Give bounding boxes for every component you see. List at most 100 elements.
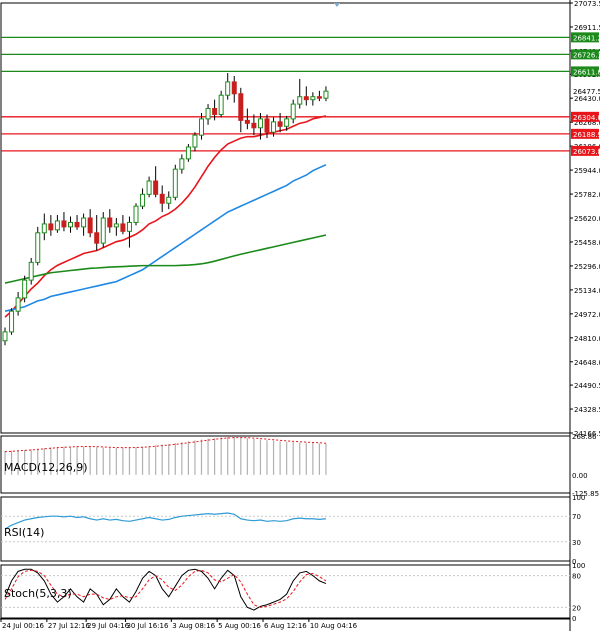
stoch-y-tick: 0 xyxy=(572,615,576,623)
candle-body xyxy=(303,96,309,101)
level-tag-support xyxy=(571,145,599,156)
candle-body xyxy=(264,118,270,133)
macd-y-tick: 0.00 xyxy=(572,472,588,480)
rsi-y-tick: 100 xyxy=(572,494,585,502)
candle-body xyxy=(146,180,152,195)
y-tick-label: 27073.5 xyxy=(574,0,600,8)
candle-body xyxy=(22,279,28,299)
x-tick-label: 30 Jul 16:16 xyxy=(126,622,169,630)
y-tick-label: 24972.0 xyxy=(574,311,600,319)
candle-body xyxy=(159,193,165,204)
candle-body xyxy=(172,168,178,198)
level-tag-support xyxy=(571,128,599,139)
y-tick-label: 24648.0 xyxy=(574,359,600,367)
moving-average-line xyxy=(4,115,327,318)
x-tick-label: 6 Aug 12:16 xyxy=(264,622,307,630)
level-tag-resistance xyxy=(571,66,599,77)
candle-body xyxy=(297,96,303,105)
y-tick-label: 26268.0 xyxy=(574,119,600,127)
level-label: 26073.8 xyxy=(573,148,600,156)
candle-body xyxy=(199,118,204,136)
candle-body xyxy=(277,121,283,127)
candle-body xyxy=(81,217,87,228)
y-tick-label: 25620.0 xyxy=(574,215,600,223)
candle-body xyxy=(244,119,250,124)
candle-body xyxy=(94,232,100,244)
y-tick-label: 24328.5 xyxy=(574,406,600,414)
level-label: 26304.0 xyxy=(573,114,600,122)
pane-frame-main xyxy=(0,2,571,434)
candle-body xyxy=(54,220,60,231)
candle-body xyxy=(133,205,139,223)
candle-body xyxy=(2,331,8,342)
candle-body xyxy=(28,261,34,281)
candle-body xyxy=(68,221,73,228)
candle-body xyxy=(212,108,218,115)
candle-body xyxy=(113,223,119,228)
pane-frame-stoch xyxy=(0,564,571,619)
candle-body xyxy=(166,196,172,204)
candle-body xyxy=(257,118,263,129)
candle-body xyxy=(120,223,126,232)
candle-body xyxy=(192,134,198,148)
y-tick-label: 24490.5 xyxy=(574,382,600,390)
x-tick-label: 24 Jul 00:16 xyxy=(2,622,45,630)
candle-body xyxy=(15,297,21,312)
candle-body xyxy=(231,81,237,95)
level-tag-current xyxy=(571,86,599,97)
macd-y-tick: -125.85 xyxy=(572,490,599,498)
y-tick-label: 25782.0 xyxy=(574,191,600,199)
stoch-label: Stoch(5,3,3) xyxy=(4,587,72,600)
level-label: 26477.5 xyxy=(573,88,600,96)
moving-average-line xyxy=(4,164,327,312)
candle-body xyxy=(271,121,277,133)
y-tick-label: 24166.5 xyxy=(574,430,600,438)
candle-body xyxy=(74,221,80,228)
level-tag-resistance xyxy=(571,49,599,60)
macd-label: MACD(12,26,9) xyxy=(4,461,88,474)
candle-body xyxy=(284,118,290,127)
candle-body xyxy=(316,96,322,99)
candle-body xyxy=(61,220,67,228)
candle-body xyxy=(185,146,191,160)
x-tick-label: 10 Aug 04:16 xyxy=(310,622,358,630)
candle-body xyxy=(205,108,211,120)
candle-body xyxy=(41,223,47,234)
stoch-y-tick: 80 xyxy=(572,573,581,581)
candle-body xyxy=(87,217,93,234)
rsi-label: RSI(14) xyxy=(4,526,45,539)
x-tick-label: 29 Jul 04:16 xyxy=(87,622,130,630)
candle-body xyxy=(225,81,231,96)
level-label: 26188.9 xyxy=(573,131,600,139)
rsi-y-tick: 70 xyxy=(572,513,581,521)
candle-body xyxy=(107,217,113,228)
y-tick-label: 25134.0 xyxy=(574,287,600,295)
candle-body xyxy=(290,103,296,120)
rsi-line xyxy=(4,512,327,530)
y-tick-label: 26911.5 xyxy=(574,24,600,32)
candle-body xyxy=(140,193,146,207)
candle-body xyxy=(48,223,54,231)
y-tick-label: 26430.0 xyxy=(574,95,600,103)
candle-body xyxy=(9,310,15,333)
level-tag-support xyxy=(571,111,599,122)
candle-body xyxy=(323,90,329,99)
x-tick-label: 3 Aug 08:16 xyxy=(172,622,215,630)
x-tick-label: 27 Jul 12:16 xyxy=(48,622,91,630)
rsi-y-tick: 30 xyxy=(572,539,581,547)
stoch-main-line xyxy=(4,568,327,611)
y-tick-label: 24810.0 xyxy=(574,335,600,343)
level-label: 26841.2 xyxy=(573,34,600,42)
stoch-y-tick: 20 xyxy=(572,604,581,612)
candle-body xyxy=(153,180,159,195)
candle-body xyxy=(251,122,257,129)
candle-body xyxy=(35,232,41,263)
candle-body xyxy=(218,94,224,115)
y-tick-label: 25944.0 xyxy=(574,167,600,175)
candle-body xyxy=(126,221,132,232)
y-tick-label: 25296.0 xyxy=(574,263,600,271)
candle-body xyxy=(179,158,185,170)
stoch-y-tick: 100 xyxy=(572,562,585,570)
